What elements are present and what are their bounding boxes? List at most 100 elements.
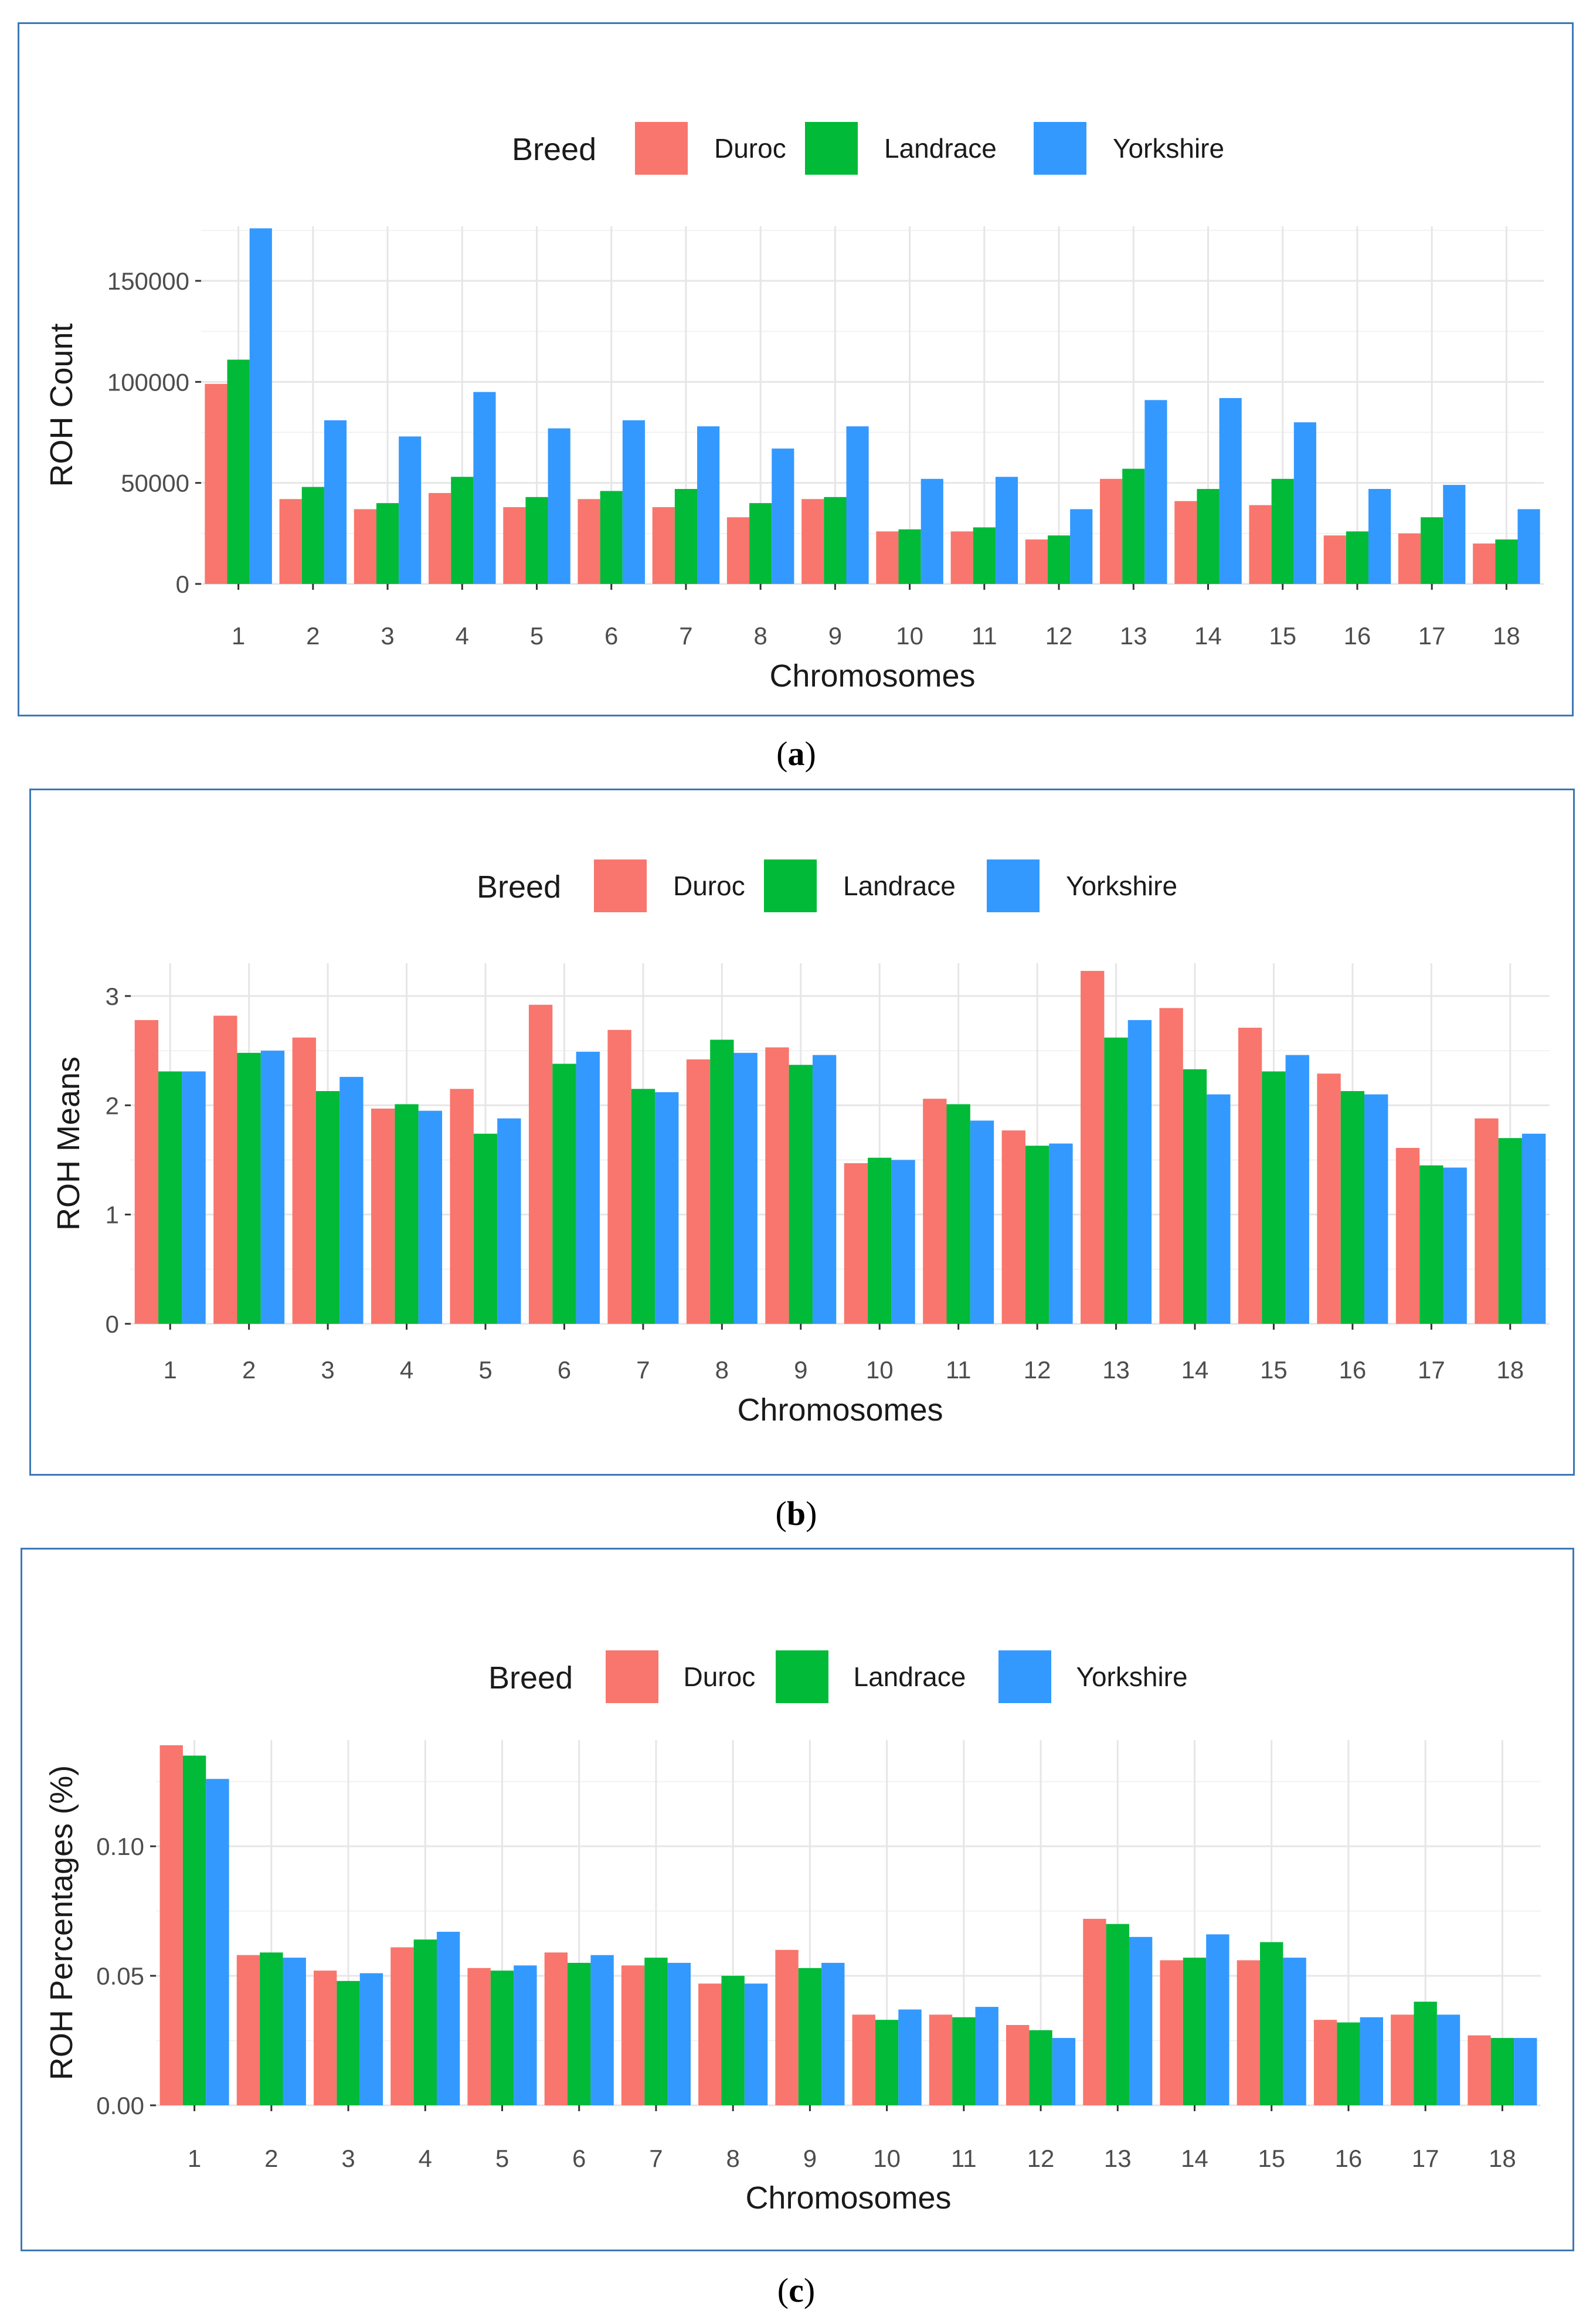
chart-b-x-tick-label: 2 [242, 1356, 256, 1384]
chart-b-legend-swatch-landrace [764, 859, 817, 912]
chart-c-bar-yorkshire-3 [359, 1973, 383, 2105]
chart-b-x-tick-label: 7 [636, 1356, 650, 1384]
chart-c-bar-yorkshire-4 [436, 1931, 460, 2105]
chart-c-bar-yorkshire-2 [283, 1958, 306, 2105]
caption-c-open: ( [777, 2271, 789, 2309]
chart-a-x-tick-label: 6 [604, 622, 618, 650]
chart-c-x-tick-label: 13 [1104, 2145, 1132, 2172]
chart-panel-c: 0.00 0.05 0.10 1 2 3 4 5 6 7 8 9 10 11 12 13 14 15 16 17 18 C… [21, 1548, 1574, 2251]
chart-b-bar-yorkshire-10 [891, 1160, 915, 1324]
chart-a-x-tick-label: 11 [972, 622, 997, 650]
chart-c-bar-yorkshire-14 [1206, 1934, 1229, 2105]
chart-a-bar-landrace-18 [1495, 539, 1518, 584]
chart-a-y-tick-label: 100000 [107, 368, 189, 396]
chart-b-bar-duroc-3 [292, 1037, 316, 1324]
chart-b-bar-landrace-1 [158, 1071, 182, 1324]
chart-b-bar-landrace-13 [1104, 1037, 1128, 1324]
chart-c-legend-label-duroc: Duroc [684, 1662, 756, 1692]
chart-a-bar-landrace-1 [227, 359, 250, 584]
caption-b: (b) [708, 1494, 884, 1533]
chart-b-bar-yorkshire-3 [339, 1076, 364, 1324]
chart-c-legend-label-landrace: Landrace [854, 1662, 966, 1692]
chart-c-x-tick-label: 9 [803, 2145, 817, 2172]
chart-b-bar-landrace-15 [1262, 1071, 1286, 1324]
chart-b-bar-duroc-7 [607, 1030, 631, 1324]
chart-c-bar-landrace-12 [1029, 2030, 1052, 2105]
chart-a-legend-swatch-duroc [635, 122, 688, 175]
chart-c-x-tick-label: 12 [1027, 2145, 1055, 2172]
chart-panel-a: 0 50000 100000 150000 1 2 3 4 5 6 7 8 9 10 11 12 13 14 15 1… [18, 22, 1574, 716]
chart-a-bar-landrace-6 [600, 491, 623, 584]
chart-a-bar-landrace-12 [1047, 535, 1071, 584]
chart-a-x-tick-label: 17 [1418, 622, 1446, 650]
chart-c-x-tick-label: 10 [873, 2145, 901, 2172]
chart-c-bar-yorkshire-9 [821, 1962, 845, 2105]
chart-c-bar-landrace-4 [413, 1939, 437, 2105]
chart-a-bar-landrace-13 [1122, 468, 1145, 584]
chart-a-x-tick-label: 12 [1045, 622, 1073, 650]
chart-a-x-tick-label: 15 [1269, 622, 1296, 650]
chart-a-x-tick-label: 18 [1493, 622, 1520, 650]
chart-c-bar-yorkshire-12 [1052, 2038, 1076, 2105]
caption-b-open: ( [775, 1494, 787, 1533]
chart-a-legend-label-landrace: Landrace [884, 133, 997, 164]
chart-a-bar-yorkshire-17 [1443, 485, 1466, 584]
chart-c-bar-landrace-7 [644, 1958, 668, 2105]
chart-c-bar-landrace-17 [1414, 2002, 1437, 2105]
chart-b-bar-duroc-10 [844, 1163, 868, 1324]
chart-b-bar-duroc-16 [1317, 1073, 1341, 1324]
chart-a-x-tick-label: 1 [232, 622, 245, 650]
chart-a-x-axis-title: Chromosomes [769, 658, 975, 694]
chart-c-y-tick-label: 0.00 [96, 2092, 144, 2119]
chart-c-x-tick-label: 18 [1489, 2145, 1516, 2172]
chart-a-bar-yorkshire-8 [772, 449, 794, 584]
chart-c-bar-landrace-16 [1337, 2022, 1360, 2105]
chart-a-bar-duroc-12 [1025, 539, 1048, 584]
chart-b-x-tick-label: 17 [1418, 1356, 1445, 1384]
chart-b-bar-landrace-8 [710, 1039, 734, 1324]
chart-a-bar-landrace-9 [824, 497, 847, 584]
chart-c-y-tick-label: 0.05 [96, 1962, 144, 1990]
chart-c-x-tick-label: 1 [188, 2145, 201, 2172]
chart-b-bar-landrace-18 [1498, 1138, 1522, 1324]
chart-b-bar-duroc-14 [1159, 1008, 1183, 1324]
chart-a-bar-duroc-8 [726, 517, 750, 584]
chart-a-bar-yorkshire-7 [697, 426, 720, 584]
chart-c-x-tick-label: 11 [951, 2145, 977, 2172]
chart-b-x-tick-label: 11 [946, 1356, 972, 1384]
chart-b-bar-duroc-1 [134, 1020, 159, 1324]
chart-b-bar-duroc-9 [765, 1047, 789, 1324]
chart-c-bar-duroc-9 [775, 1949, 799, 2105]
chart-a-bar-yorkshire-13 [1144, 400, 1167, 584]
chart-b-bars [134, 971, 1546, 1324]
chart-c-bar-duroc-2 [236, 1955, 260, 2105]
chart-b-bar-duroc-15 [1238, 1027, 1262, 1324]
chart-a-bar-yorkshire-12 [1070, 509, 1093, 584]
chart-b-bar-landrace-5 [473, 1133, 498, 1324]
chart-b-bar-yorkshire-7 [655, 1092, 679, 1324]
chart-a-bar-landrace-16 [1346, 531, 1369, 584]
chart-c-bar-yorkshire-5 [514, 1965, 537, 2105]
chart-a-x-tick-label: 13 [1120, 622, 1147, 650]
chart-b-x-tick-label: 6 [558, 1356, 571, 1384]
chart-a-legend-label-yorkshire: Yorkshire [1113, 133, 1224, 164]
chart-b-bar-yorkshire-9 [812, 1055, 837, 1324]
chart-b-y-tick-label: 2 [106, 1092, 119, 1119]
chart-a-bar-yorkshire-9 [846, 426, 869, 584]
chart-a-bar-yorkshire-14 [1219, 397, 1242, 584]
chart-c-y-axis: 0.00 0.05 0.10 [96, 1833, 156, 2119]
chart-c-x-tick-label: 16 [1335, 2145, 1363, 2172]
chart-c-legend-swatch-landrace [776, 1650, 828, 1703]
chart-a-bar-duroc-7 [652, 507, 675, 584]
chart-a-bar-landrace-7 [674, 489, 698, 584]
chart-c-bar-yorkshire-10 [898, 2009, 922, 2105]
chart-a-bar-yorkshire-11 [995, 477, 1018, 584]
chart-b-bar-landrace-4 [395, 1104, 419, 1324]
chart-a-x-tick-label: 16 [1344, 622, 1371, 650]
chart-b-bar-yorkshire-12 [1049, 1143, 1073, 1324]
chart-a-x-tick-label: 4 [456, 622, 469, 650]
chart-c-x-tick-label: 17 [1412, 2145, 1439, 2172]
chart-b-bar-landrace-12 [1025, 1146, 1049, 1324]
caption-a-close: ) [804, 735, 816, 773]
chart-b-bar-landrace-11 [946, 1104, 970, 1324]
